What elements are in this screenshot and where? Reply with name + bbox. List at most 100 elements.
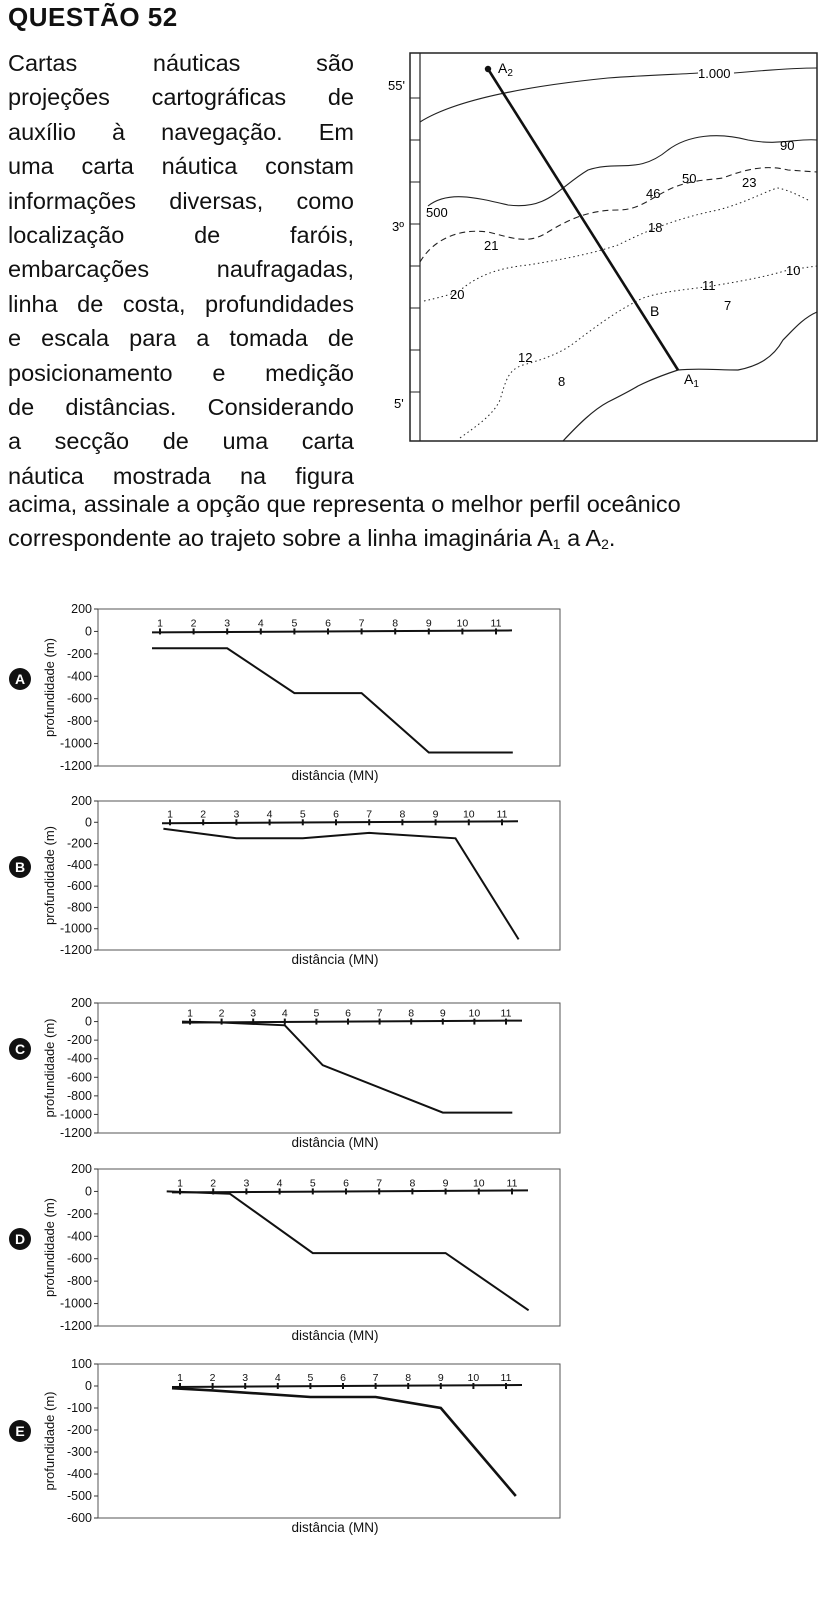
x-tick-label: 2 bbox=[210, 1372, 216, 1384]
x-axis-label: distância (MN) bbox=[291, 1520, 378, 1535]
y-tick-label: -1200 bbox=[60, 943, 92, 957]
x-tick-label: 8 bbox=[409, 1177, 415, 1189]
plot-frame bbox=[97, 1002, 561, 1134]
y-tick-label: -500 bbox=[67, 1489, 92, 1503]
x-tick-label: 11 bbox=[497, 808, 508, 820]
text-line: acima, assinale a opção que representa o… bbox=[8, 491, 681, 517]
x-tick-label: 7 bbox=[359, 617, 365, 629]
y-tick-label: -1200 bbox=[60, 1126, 92, 1140]
y-axis-label: profundidade (m) bbox=[42, 638, 57, 737]
depth-label: 500 bbox=[426, 205, 448, 220]
depth-label: 8 bbox=[558, 374, 565, 389]
y-tick-label: -200 bbox=[67, 1207, 92, 1221]
depth-label: 21 bbox=[484, 238, 498, 253]
y-axis-label: profundidade (m) bbox=[42, 826, 57, 925]
option-letter-d[interactable]: D bbox=[9, 1228, 31, 1250]
question-text: Cartas náuticas são projeções cartográfi… bbox=[8, 46, 354, 493]
text-line: uma carta náutica constam bbox=[8, 153, 354, 180]
y-axis-label: profundidade (m) bbox=[42, 1392, 57, 1491]
contour-1000 bbox=[419, 72, 699, 123]
depth-label: 10 bbox=[786, 263, 800, 278]
sea-level-line bbox=[181, 1019, 523, 1024]
depth-label: 11 bbox=[702, 278, 716, 293]
nautical-chart: 55' 3º 5' 1.000 500 90 21 46 50 23 20 18… bbox=[388, 52, 818, 442]
y-tick-label: 100 bbox=[71, 1357, 92, 1371]
x-tick-label: 7 bbox=[377, 1008, 383, 1020]
text-line: posicionamento e medição bbox=[8, 359, 354, 386]
x-tick-label: 4 bbox=[275, 1372, 281, 1384]
latitude-label: 55' bbox=[388, 78, 405, 93]
y-tick-label: -200 bbox=[67, 1423, 92, 1437]
depth-label: 1.000 bbox=[698, 66, 731, 81]
contour-20 bbox=[423, 187, 809, 302]
y-tick-label: 200 bbox=[71, 794, 92, 808]
y-tick-label: -800 bbox=[67, 900, 92, 914]
x-tick-label: 7 bbox=[376, 1177, 382, 1189]
x-tick-label: 5 bbox=[307, 1372, 313, 1384]
y-tick-label: -1200 bbox=[60, 1319, 92, 1333]
transect-line bbox=[486, 68, 680, 371]
x-tick-label: 3 bbox=[242, 1372, 248, 1384]
text-line: Cartas náuticas são bbox=[8, 50, 354, 76]
profile-line bbox=[166, 1190, 530, 1312]
x-axis-label: distância (MN) bbox=[291, 1328, 378, 1343]
profile-line bbox=[171, 1386, 517, 1497]
profile-chart-a: 200 0 -200 -400 -600 -800 -1000 -1200 profundida… bbox=[42, 602, 561, 783]
profile-chart-b: 200 0 -200 -400 -600 -800 -1000 -1200 profundida… bbox=[42, 794, 561, 967]
point-a2 bbox=[484, 65, 492, 73]
y-tick-label: -400 bbox=[67, 669, 92, 683]
y-tick-label: -800 bbox=[67, 1089, 92, 1103]
x-tick-label: 3 bbox=[233, 808, 239, 820]
text-line: de distâncias. Considerando bbox=[8, 394, 354, 421]
text-line: auxílio à navegação. Em bbox=[8, 118, 354, 145]
option-letter-c[interactable]: C bbox=[9, 1038, 31, 1060]
option-letter-e[interactable]: E bbox=[9, 1420, 31, 1442]
y-tick-label: -1000 bbox=[60, 922, 92, 936]
y-tick-label: -600 bbox=[67, 1070, 92, 1084]
x-tick-label: 2 bbox=[191, 617, 197, 629]
option-letter-b[interactable]: B bbox=[9, 856, 31, 878]
sea-level-line bbox=[171, 1189, 529, 1194]
text-line: localização de faróis, bbox=[8, 222, 354, 249]
contour-10 bbox=[459, 265, 818, 439]
y-tick-label: -300 bbox=[67, 1445, 92, 1459]
x-tick-label: 3 bbox=[224, 617, 230, 629]
depth-label: 46 bbox=[646, 186, 660, 201]
x-tick-label: 6 bbox=[325, 617, 331, 629]
y-tick-label: -1200 bbox=[60, 759, 92, 773]
x-tick-label: 4 bbox=[258, 617, 264, 629]
latitude-label: 3º bbox=[392, 219, 404, 234]
y-tick-label: -600 bbox=[67, 1252, 92, 1266]
point-label-a1: A1 bbox=[684, 371, 699, 390]
x-tick-label: 6 bbox=[333, 808, 339, 820]
profile-line bbox=[181, 1020, 513, 1114]
question-title: QUESTÃO 52 bbox=[8, 2, 178, 32]
y-tick-label: -600 bbox=[67, 692, 92, 706]
option-letter-a[interactable]: A bbox=[9, 668, 31, 690]
x-tick-label: 9 bbox=[440, 1008, 446, 1020]
question-text-continued: acima, assinale a opção que representa o… bbox=[8, 487, 828, 556]
plot-frame bbox=[97, 608, 561, 767]
y-tick-label: -400 bbox=[67, 1229, 92, 1243]
plot-frame bbox=[97, 1363, 561, 1519]
text-line: correspondente ao trajeto sobre a linha … bbox=[8, 525, 616, 553]
y-tick-label: 0 bbox=[85, 1015, 92, 1029]
text-line: a secção de uma carta bbox=[8, 428, 354, 455]
x-tick-label: 6 bbox=[340, 1372, 346, 1384]
y-tick-label: 0 bbox=[85, 624, 92, 638]
x-tick-label: 9 bbox=[438, 1372, 444, 1384]
depth-label: 18 bbox=[648, 220, 662, 235]
x-tick-label: 2 bbox=[219, 1008, 225, 1020]
y-axis-label: profundidade (m) bbox=[42, 1198, 57, 1297]
depth-label: 20 bbox=[450, 287, 464, 302]
x-tick-label: 8 bbox=[405, 1372, 411, 1384]
y-tick-label: 200 bbox=[71, 602, 92, 616]
text-line: informações diversas, como bbox=[8, 187, 354, 214]
x-tick-label: 11 bbox=[501, 1372, 512, 1384]
y-tick-label: -200 bbox=[67, 647, 92, 661]
x-tick-label: 6 bbox=[345, 1008, 351, 1020]
x-tick-label: 8 bbox=[392, 617, 398, 629]
text-line: linha de costa, profundidades bbox=[8, 290, 354, 317]
y-axis-label: profundidade (m) bbox=[42, 1019, 57, 1118]
y-tick-label: -1000 bbox=[60, 737, 92, 751]
